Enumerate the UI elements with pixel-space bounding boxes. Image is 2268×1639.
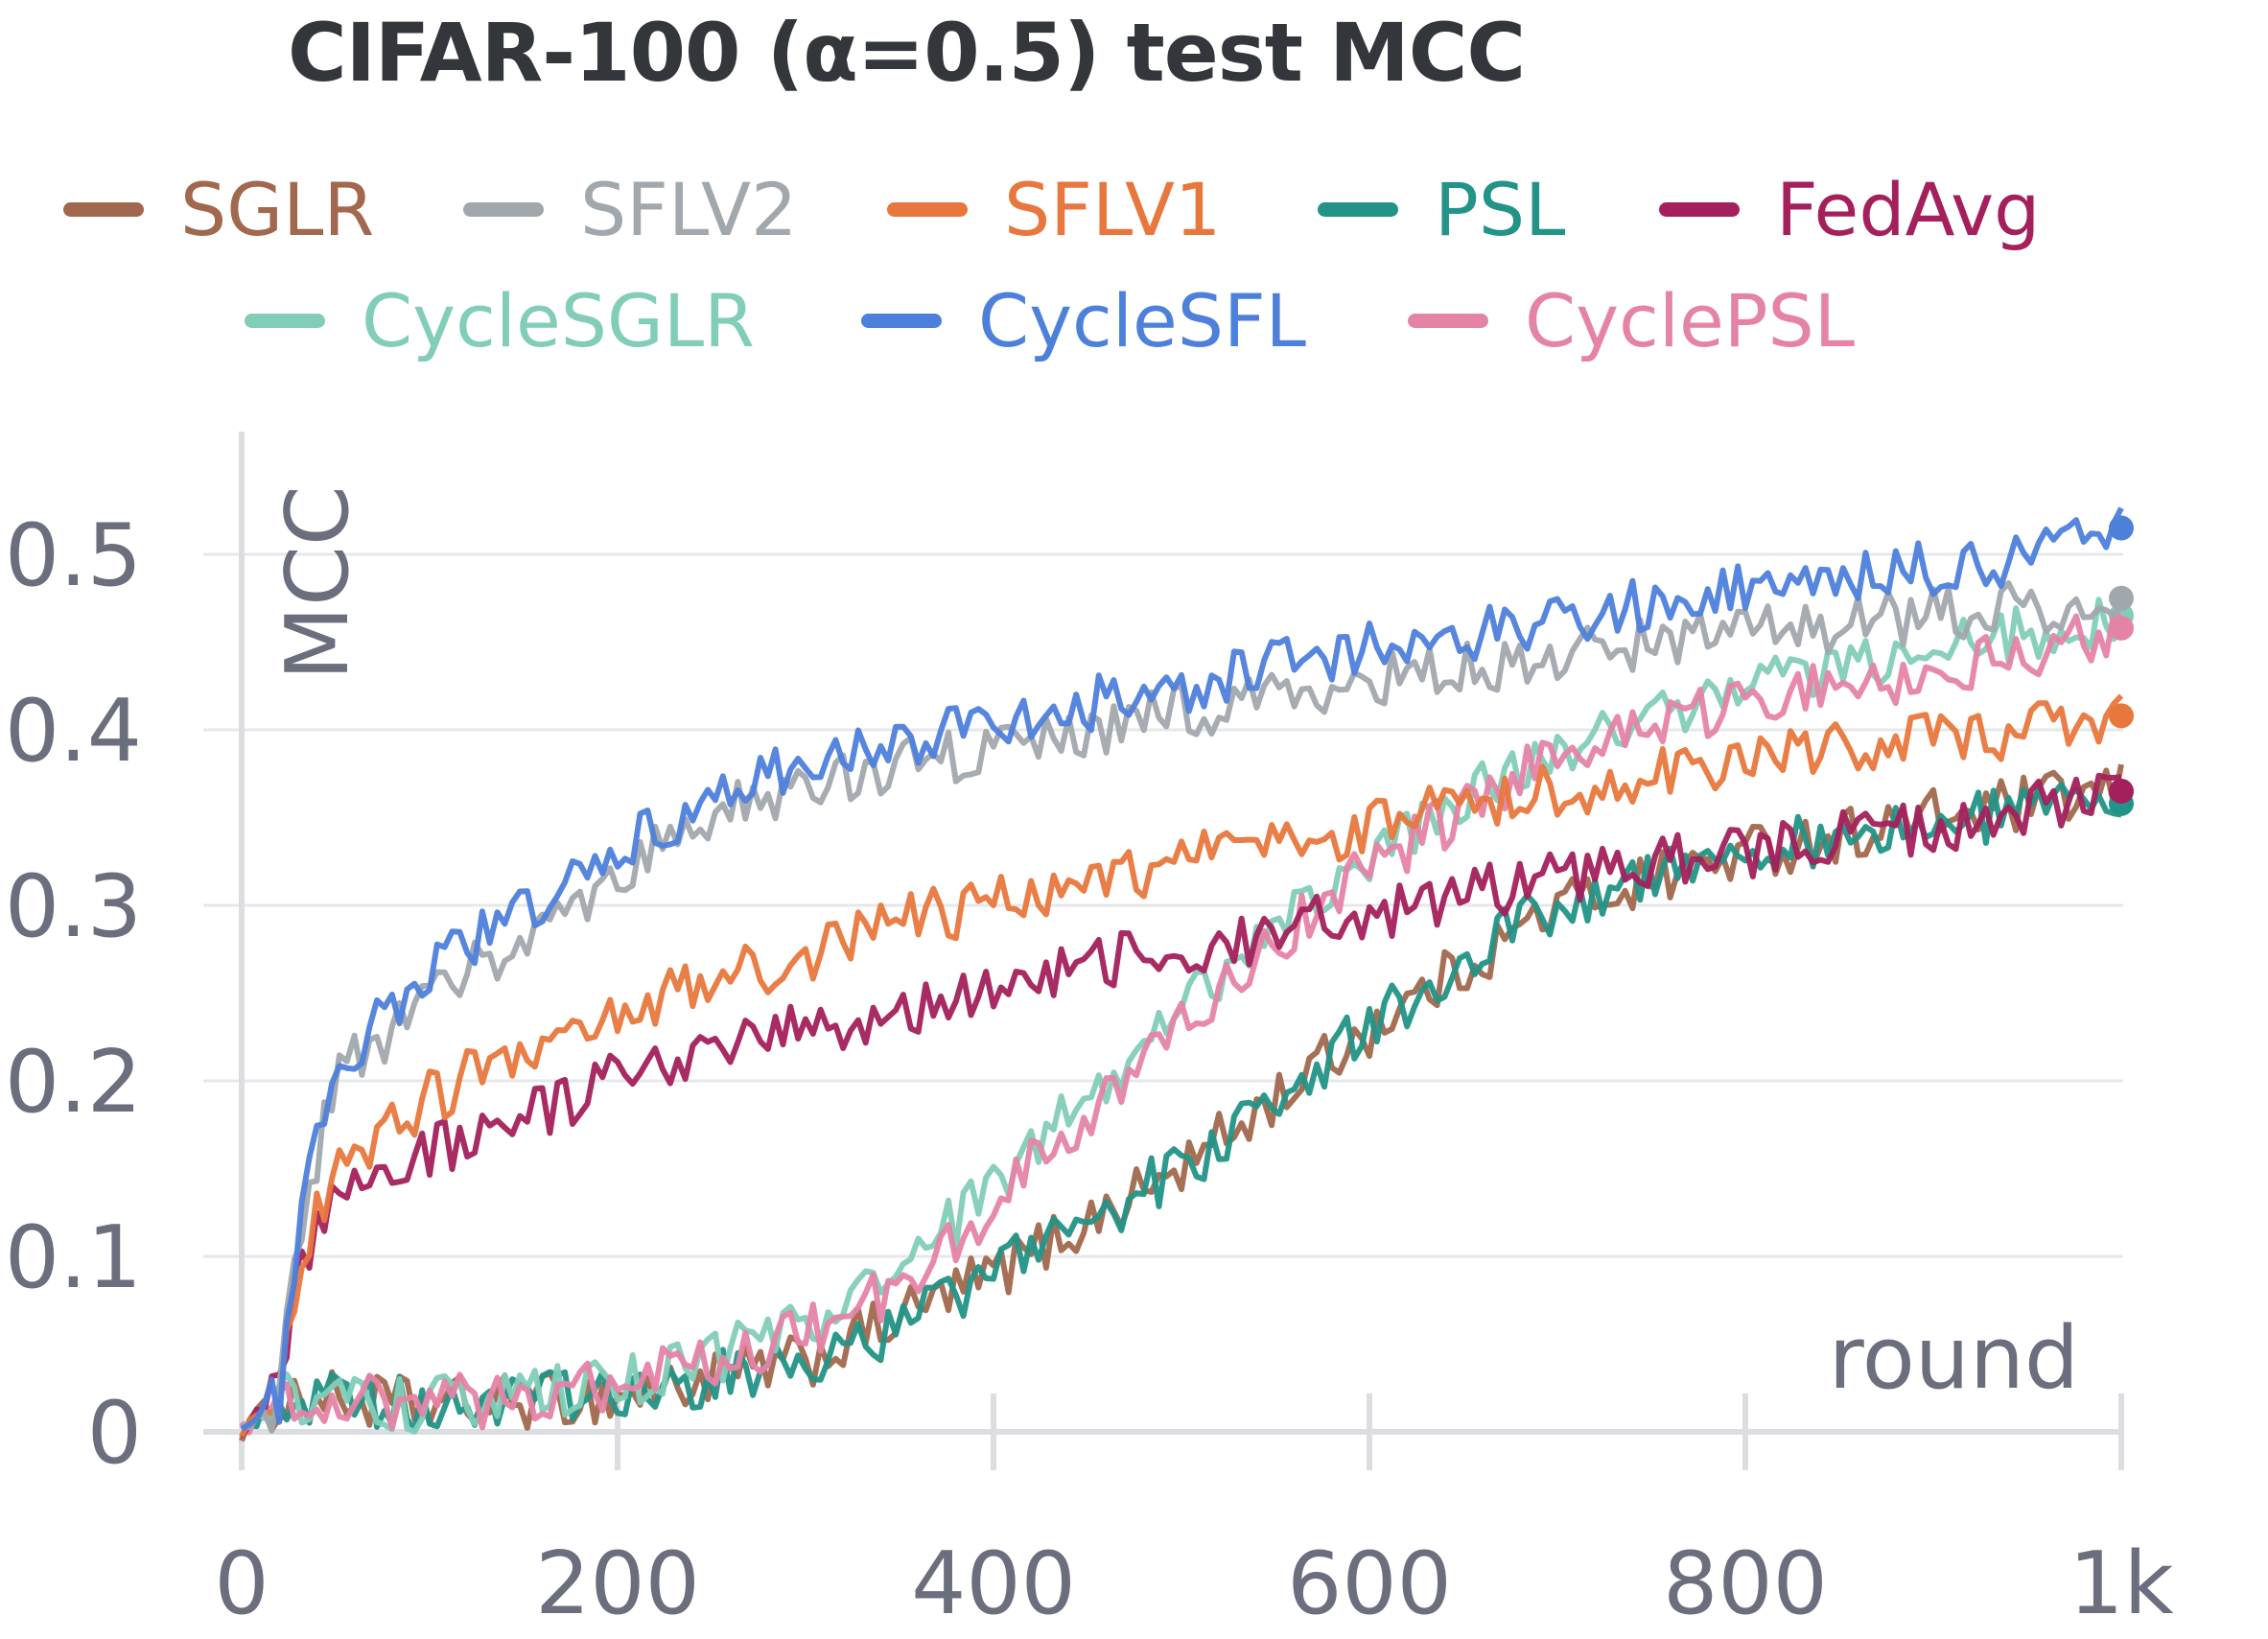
series-end-marker-cyclepsl [2109, 615, 2134, 641]
series-end-marker-sflv2 [2109, 585, 2134, 611]
series-end-marker-fedavg [2109, 779, 2134, 805]
y-tick-label: 0.4 [5, 681, 142, 782]
legend-item-sglr[interactable]: SGLR [63, 167, 374, 252]
legend-item-cyclepsl[interactable]: CyclePSL [1408, 278, 1855, 363]
legend-swatch [1408, 314, 1488, 328]
y-tick-label: 0.5 [5, 505, 142, 606]
legend-swatch [887, 202, 968, 217]
legend-label: CycleSFL [978, 278, 1306, 363]
legend-item-sflv1[interactable]: SFLV1 [887, 167, 1221, 252]
x-tick-label: 1k [2069, 1534, 2173, 1634]
grid [203, 552, 2123, 1258]
legend-swatch [245, 314, 325, 328]
legend-item-psl[interactable]: PSL [1318, 167, 1565, 252]
x-axis-label: round [1829, 1308, 2079, 1409]
x-tick-label: 0 [214, 1534, 269, 1634]
series-lines [239, 506, 2134, 1442]
series-end-marker-cyclesfl [2109, 515, 2134, 541]
y-tick-label: 0.1 [5, 1207, 142, 1308]
legend-item-cyclesfl[interactable]: CycleSFL [861, 278, 1306, 363]
legend-item-cyclesglr[interactable]: CycleSGLR [245, 278, 755, 363]
legend-label: SFLV2 [580, 167, 798, 252]
legend-swatch [1659, 202, 1740, 217]
legend-label: SFLV1 [1004, 167, 1222, 252]
x-tick-label: 200 [535, 1534, 700, 1634]
legend-label: SGLR [180, 167, 375, 252]
legend-item-sflv2[interactable]: SFLV2 [463, 167, 797, 252]
y-axis-label: MCC [268, 485, 368, 680]
series-line-cyclesfl [240, 506, 2124, 1432]
legend-label: PSL [1435, 167, 1566, 252]
legend-item-fedavg[interactable]: FedAvg [1659, 167, 2040, 252]
legend-label: CyclePSL [1525, 278, 1856, 363]
x-tick-label: 400 [911, 1534, 1076, 1634]
legend-swatch [1318, 202, 1398, 217]
y-tick-label: 0.2 [5, 1032, 142, 1133]
legend-label: FedAvg [1776, 167, 2041, 252]
legend-swatch [463, 202, 544, 217]
chart-title: CIFAR-100 (α=0.5) test MCC [287, 6, 1526, 100]
x-tick-label: 800 [1663, 1534, 1828, 1634]
series-line-sflv1 [239, 693, 2124, 1439]
legend-swatch [861, 314, 942, 328]
legend: SGLR SFLV2 SFLV1 PSL FedAvg CycleSGLR CycleSFL… [0, 0, 2268, 384]
legend-label: CycleSGLR [362, 278, 755, 363]
legend-swatch [63, 202, 144, 217]
y-tick-label: 0.3 [5, 856, 142, 957]
series-end-marker-sflv1 [2109, 703, 2134, 729]
y-tick-label: 0 [87, 1383, 142, 1484]
axes [203, 432, 2124, 1470]
series-line-fedavg [239, 772, 2122, 1439]
tick-labels: 0 0.1 0.2 0.3 0.4 0.5 0 200 400 600 800 1k [5, 505, 2174, 1634]
x-tick-label: 600 [1287, 1534, 1452, 1634]
series-line-cyclepsl [239, 610, 2123, 1436]
